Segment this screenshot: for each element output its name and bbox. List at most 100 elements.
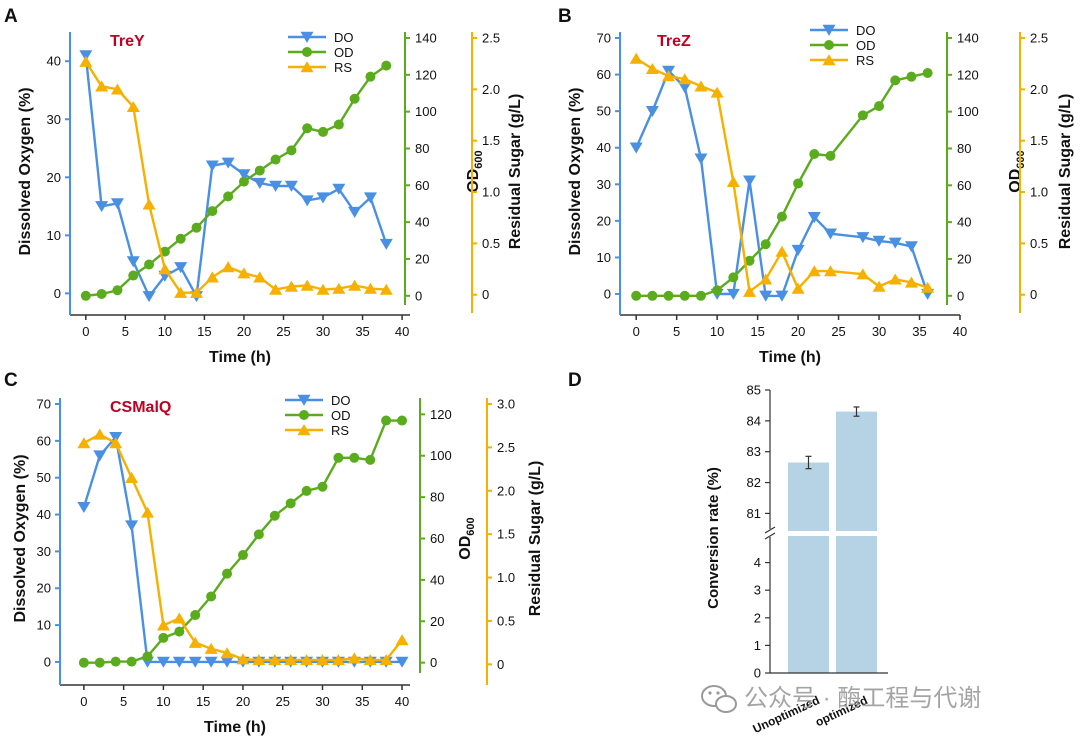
x-tick-label: 25 (276, 324, 290, 339)
od-tick-label: 0 (430, 655, 437, 670)
rs-point (316, 654, 329, 666)
y-tick-label: 82 (747, 475, 761, 490)
panel-title: TreZ (657, 33, 691, 50)
od-point (679, 290, 690, 301)
od-point (857, 110, 868, 121)
axis-break-gap (771, 531, 881, 536)
od-point (809, 149, 820, 160)
rs-point (331, 654, 345, 666)
rs-point (363, 282, 377, 294)
do-tick-label: 40 (47, 54, 61, 69)
rs-point (379, 283, 393, 295)
do-point (872, 235, 886, 247)
do-point (645, 105, 659, 118)
rs-point (142, 198, 156, 210)
y-tick-label: 3 (754, 583, 761, 598)
legend-marker-od (302, 47, 312, 57)
axis-break-mark (764, 526, 776, 534)
y-tick-label: 83 (747, 444, 761, 459)
legend-label-do: DO (334, 30, 354, 45)
panel-letter-b: B (558, 6, 572, 27)
do-point (93, 450, 107, 462)
legend-label-do: DO (856, 23, 876, 38)
legend-label-rs: RS (334, 60, 352, 75)
x-tick-label: 10 (158, 324, 172, 339)
x-tick-label: 30 (315, 694, 329, 709)
rs-point (694, 80, 708, 92)
od-point (190, 610, 201, 621)
do-point (726, 288, 740, 300)
x-tick-label: 0 (82, 324, 89, 339)
watermark: 公众号 · 酶工程与代谢 (701, 685, 981, 713)
od-point (712, 285, 723, 296)
do-axis-title: Dissolved Oxygen (%) (12, 454, 29, 622)
rs-point (172, 612, 186, 624)
do-point (79, 50, 93, 62)
x-tick-label: 35 (912, 324, 926, 339)
do-tick-label: 70 (597, 31, 611, 46)
od-tick-label: 100 (415, 104, 437, 119)
wechat-icon (701, 685, 737, 713)
legend-marker-od (299, 410, 309, 420)
rs-tick-label: 2.5 (482, 31, 500, 46)
rs-point (395, 634, 409, 646)
do-tick-label: 30 (597, 177, 611, 192)
rs-tick-label: 0 (1030, 287, 1037, 302)
rs-point (284, 654, 298, 666)
x-tick-label: 10 (710, 324, 724, 339)
od-point (128, 270, 139, 281)
od-point (381, 415, 392, 426)
rs-point (726, 175, 740, 187)
do-series-line (82, 436, 402, 664)
x-tick-label: 15 (750, 324, 764, 339)
od-point (238, 176, 249, 187)
od-point (318, 126, 329, 137)
legend-marker-rs (300, 61, 314, 73)
od-point (302, 123, 313, 134)
od-point (365, 71, 376, 82)
rs-point (77, 437, 91, 449)
od-tick-label: 60 (415, 178, 429, 193)
do-tick-label: 20 (47, 170, 61, 185)
od-tick-label: 100 (430, 448, 452, 463)
do-point (237, 169, 251, 181)
od-point (191, 222, 202, 233)
od-tick-label: 120 (415, 67, 437, 82)
y-axis-title: Conversion rate (%) (705, 467, 722, 609)
do-point (300, 195, 314, 207)
do-point (125, 520, 139, 532)
rs-tick-label: 2.0 (497, 483, 515, 498)
panel-a-chart: 0 5 10 15 20 25 30 35 40 Time (h) 0 10 20 30 40 Dissolv… (17, 30, 524, 366)
od-point (365, 454, 376, 465)
rs-point (888, 273, 902, 285)
rs-point (775, 245, 789, 257)
do-tick-label: 0 (44, 654, 51, 669)
od-tick-label: 60 (957, 178, 971, 193)
rs-tick-label: 2.5 (1030, 31, 1048, 46)
do-point (142, 291, 156, 303)
do-axis-title: Dissolved Oxygen (%) (17, 87, 34, 255)
do-tick-label: 0 (54, 286, 61, 301)
rs-tick-label: 0 (497, 657, 504, 672)
x-tick-label: 20 (791, 324, 805, 339)
do-point (856, 232, 870, 244)
od-tick-label: 140 (957, 31, 979, 46)
y-tick-label: 85 (747, 383, 761, 398)
od-tick-label: 120 (430, 407, 452, 422)
do-point (395, 656, 409, 668)
rs-tick-label: 2.0 (1030, 82, 1048, 97)
od-point (760, 239, 771, 250)
do-point (204, 656, 218, 668)
rs-tick-label: 0.5 (1030, 236, 1048, 251)
x-tick-label: 25 (831, 324, 845, 339)
od-point (317, 481, 328, 492)
rs-tick-label: 0.5 (482, 236, 500, 251)
od-point (270, 154, 281, 165)
rs-series-line (83, 433, 403, 662)
do-point (221, 157, 235, 169)
do-tick-label: 10 (47, 228, 61, 243)
do-point (807, 212, 821, 224)
x-tick-label: 20 (237, 324, 251, 339)
do-point (678, 82, 692, 94)
